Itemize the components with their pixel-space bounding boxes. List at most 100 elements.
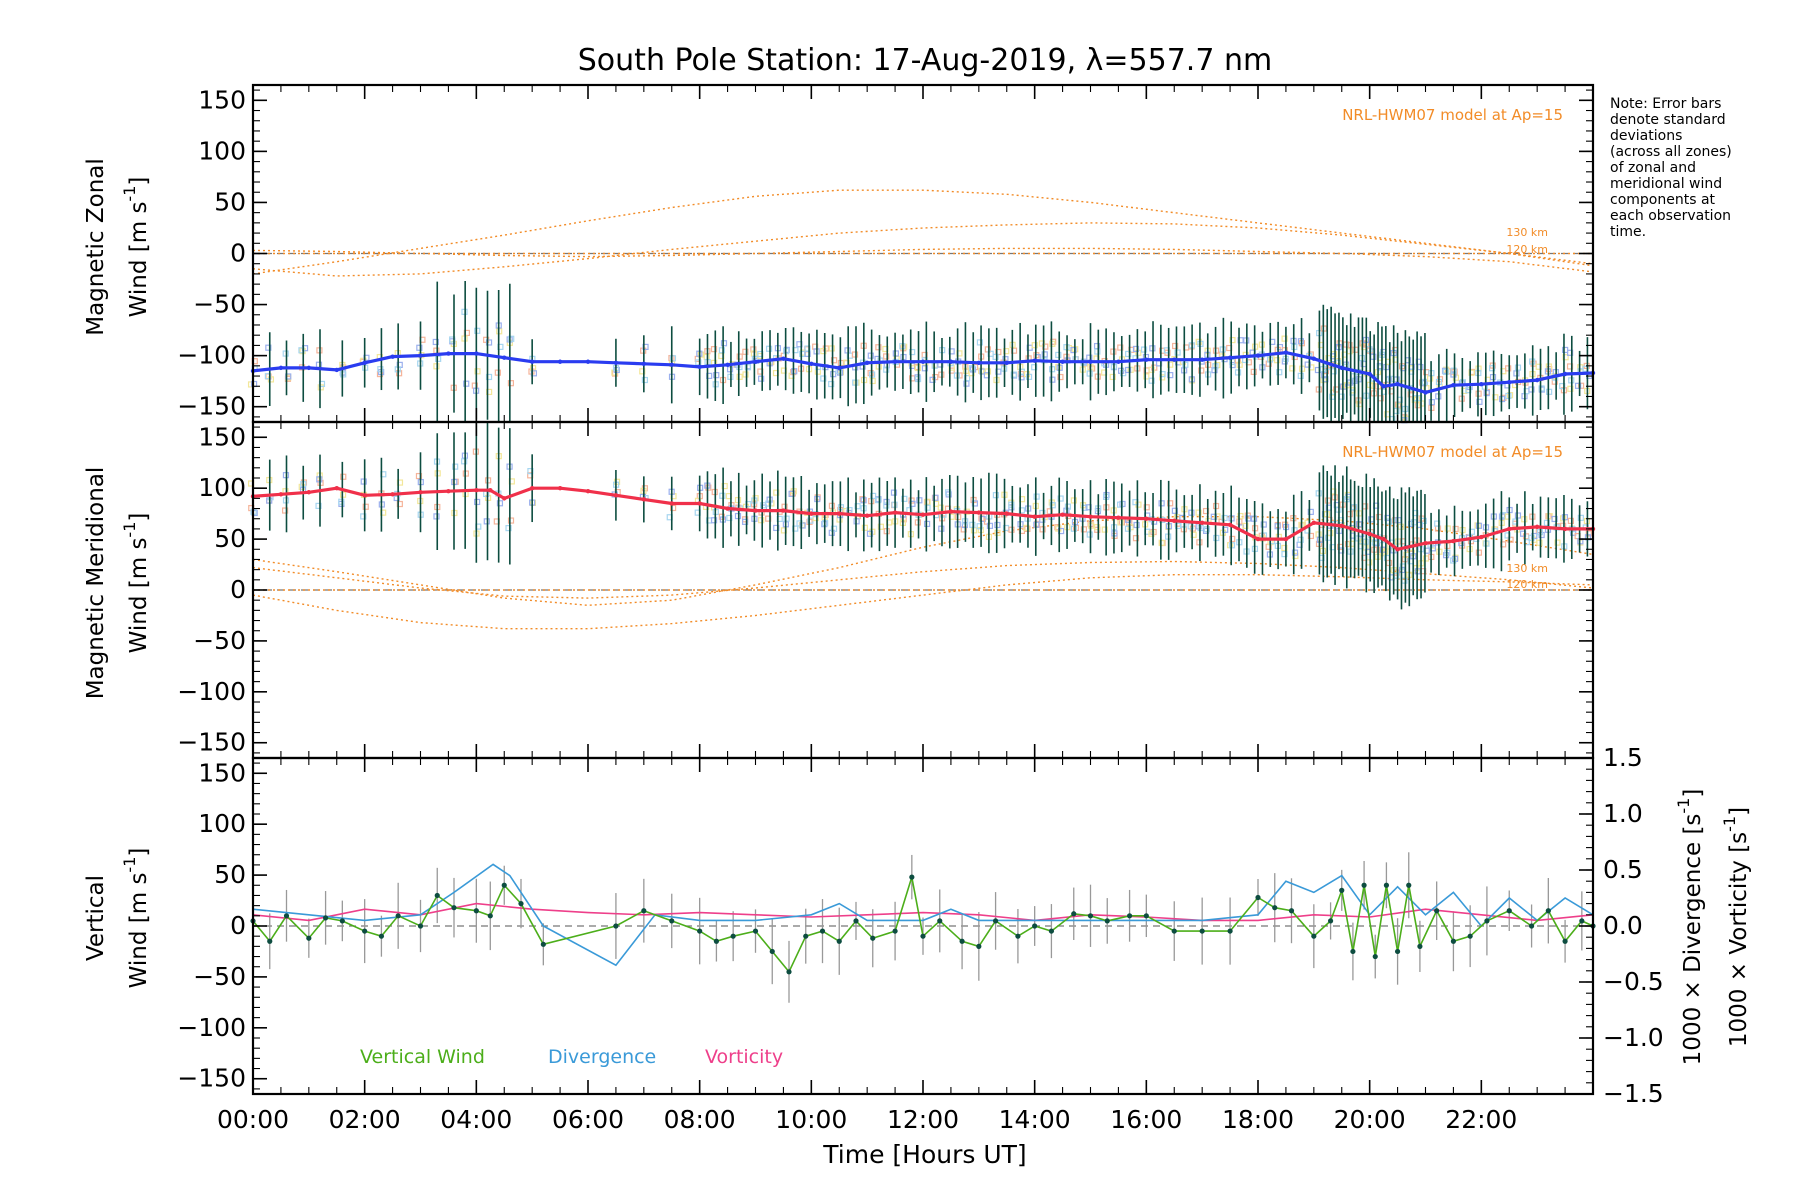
zonal-obs-marker — [697, 351, 704, 358]
vertical-wind-point — [1227, 928, 1233, 934]
meridional-mean-point — [529, 485, 535, 491]
zonal-obs-marker — [1304, 361, 1311, 368]
meridional-obs-marker — [1554, 539, 1561, 546]
zonal-obs-marker — [1148, 366, 1155, 373]
meridional-mean-point — [1255, 536, 1261, 542]
vertical-ylabel-close: ] — [126, 848, 152, 857]
zonal-obs-marker — [1574, 382, 1582, 389]
meridional-obs-marker — [773, 524, 780, 532]
meridional-obs-marker — [1039, 526, 1046, 533]
zonal-mean-point — [1032, 358, 1037, 363]
zonal-obs-marker — [377, 366, 384, 373]
meridional-obs-marker — [1132, 535, 1140, 542]
zonal-mean-point — [418, 353, 423, 358]
meridional-mean-point — [1144, 516, 1149, 521]
zonal-model-curve-b — [252, 189, 1594, 275]
zonal-mean-point — [613, 360, 619, 365]
meridional-obs-marker — [1281, 544, 1288, 552]
meridional-mean-point — [948, 509, 954, 514]
meridional-mean-point — [613, 493, 619, 498]
divergence-line — [252, 863, 1594, 967]
vorticity-ylabel-sup: -1 — [1720, 816, 1739, 832]
meridional-obs-marker — [1202, 527, 1210, 534]
zonal-mean-point — [753, 359, 758, 364]
zonal-obs-marker — [713, 372, 720, 379]
meridional-obs-marker — [281, 507, 289, 514]
zonal-obs-marker — [474, 327, 481, 334]
x-tick-label: 10:00 — [775, 1105, 847, 1134]
zonal-obs-marker — [1506, 392, 1514, 399]
zonal-obs-marker — [1566, 349, 1574, 356]
zonal-mean-point — [334, 367, 339, 373]
zonal-model-curve-d — [252, 247, 1594, 273]
zonal-mean-point — [446, 351, 451, 356]
zonal-mean-point — [1367, 371, 1372, 377]
vertical-wind-point — [473, 908, 479, 914]
vertical-wind-point — [1087, 913, 1094, 919]
zonal-obs-marker — [1038, 340, 1046, 347]
meridional-obs-marker — [1307, 508, 1314, 516]
meridional-obs-marker — [1297, 536, 1304, 543]
model-label-meridional: NRL-HWM07 model at Ap=15 — [1342, 443, 1563, 461]
x-tick-label: 18:00 — [1222, 1105, 1294, 1134]
meridional-obs-marker — [1475, 522, 1483, 529]
meridional-mean-point — [502, 496, 507, 501]
zonal-obs-marker — [867, 369, 874, 377]
zonal-obs-marker — [828, 380, 835, 388]
zonal-obs-marker — [1125, 350, 1132, 358]
vertical-wind-point — [669, 918, 675, 924]
vertical-wind-point — [819, 928, 826, 934]
meridional-obs-marker — [1528, 534, 1535, 541]
meridional-obs-marker — [1560, 515, 1567, 522]
zonal-obs-marker — [1289, 365, 1296, 372]
vertical-wind-point — [1434, 908, 1440, 914]
vorticity-ylabel-close: ] — [1726, 807, 1752, 816]
zonal-obs-marker — [485, 339, 493, 346]
meridional-obs-marker — [1245, 515, 1252, 522]
meridional-obs-marker — [505, 525, 512, 532]
zonal-mean-point — [1451, 383, 1456, 388]
x-tick-label: 14:00 — [999, 1105, 1071, 1134]
meridional-obs-marker — [1567, 517, 1574, 524]
vertical-wind-point — [283, 913, 290, 919]
meridional-obs-marker — [1514, 512, 1522, 519]
zonal-mean-point — [641, 361, 647, 366]
meridional-obs-marker — [1094, 524, 1101, 531]
zonal-obs-marker — [1228, 358, 1236, 366]
zonal-ylabel-unit: Wind [m s — [126, 202, 152, 318]
meridional-mean-point — [585, 489, 591, 494]
zonal-obs-marker — [1167, 372, 1174, 379]
zonal-obs-marker — [804, 345, 811, 352]
vertical-wind-point — [1467, 933, 1473, 939]
zonal-obs-marker — [395, 370, 403, 377]
zonal-obs-marker — [1172, 342, 1179, 350]
vertical-wind-point — [803, 933, 809, 939]
zonal-mean-point — [1562, 371, 1568, 377]
vertical-wind-point — [1199, 928, 1205, 934]
vertical-wind-point — [752, 928, 759, 934]
zonal-obs-marker — [1567, 385, 1574, 392]
zonal-obs-marker — [736, 353, 743, 360]
zonal-mean-point — [1311, 356, 1317, 361]
zonal-obs-marker — [1538, 385, 1545, 392]
zonal-mean-point — [557, 359, 563, 364]
vertical-wind-point — [1372, 953, 1378, 960]
zonal-ylabel-line1: Magnetic Zonal — [83, 158, 109, 336]
x-tick-label: 00:00 — [217, 1105, 289, 1134]
meridional-obs-marker — [1292, 552, 1299, 560]
zonal-mean-point — [1088, 359, 1093, 364]
zonal-mean-point — [920, 359, 926, 364]
zonal-obs-marker — [758, 375, 765, 382]
meridional-obs-marker — [908, 497, 915, 504]
meridional-obs-marker — [710, 517, 718, 524]
meridional-model-curve-b — [252, 516, 1594, 607]
meridional-obs-marker — [916, 497, 923, 504]
zonal-mean-point — [948, 359, 954, 364]
vertical-wind-point — [1288, 908, 1295, 914]
zonal-obs-marker — [883, 353, 890, 360]
meridional-ylabel-close: ] — [126, 513, 152, 522]
zonal-obs-marker — [1182, 361, 1189, 368]
meridional-obs-marker — [1291, 549, 1299, 556]
meridional-obs-marker — [670, 504, 677, 512]
